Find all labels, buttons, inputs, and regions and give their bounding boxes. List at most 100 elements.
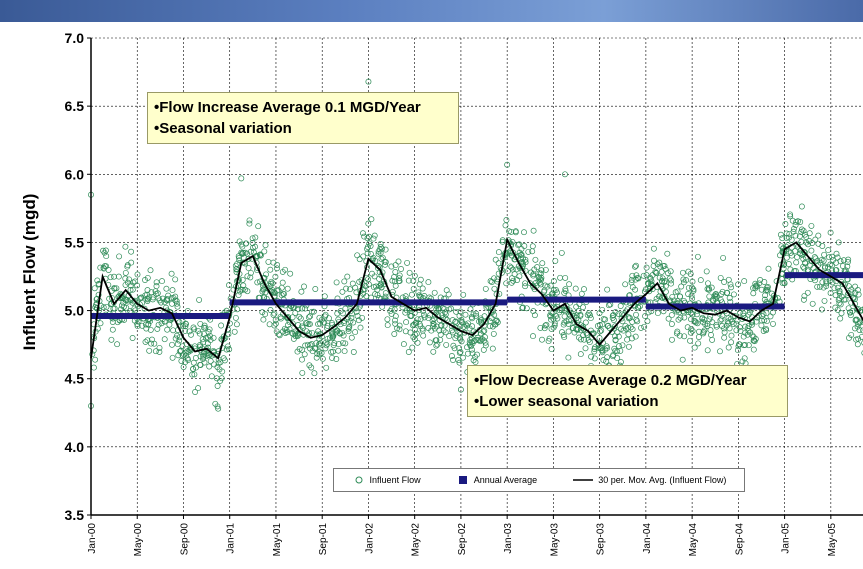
scatter-point (836, 287, 843, 294)
scatter-point (322, 345, 329, 352)
scatter-point (788, 236, 795, 243)
scatter-point (392, 269, 399, 275)
scatter-point (458, 318, 465, 325)
scatter-point (712, 295, 719, 302)
scatter-point (210, 334, 217, 341)
scatter-point (587, 315, 594, 322)
scatter-point (756, 280, 763, 287)
scatter-point (841, 296, 848, 303)
scatter-point (470, 311, 477, 318)
scatter-point (591, 355, 598, 362)
x-tick-label: Sep-04 (734, 523, 745, 556)
scatter-point (548, 316, 554, 323)
scatter-point (238, 249, 245, 256)
scatter-point (635, 275, 642, 282)
scatter-point (150, 294, 157, 301)
legend-item-moving: 30 per. Mov. Avg. (Influent Flow) (572, 475, 726, 485)
scatter-point (144, 298, 151, 304)
scatter-point (509, 266, 516, 273)
scatter-point (240, 282, 247, 289)
scatter-point (523, 305, 530, 312)
scatter-point (832, 292, 839, 299)
scatter-point (804, 289, 811, 296)
scatter-point (701, 327, 708, 334)
scatter-point (806, 238, 813, 244)
scatter-point (815, 232, 822, 239)
scatter-point (473, 310, 480, 317)
scatter-point (252, 234, 259, 241)
scatter-point (735, 343, 742, 350)
scatter-point (551, 322, 558, 329)
scatter-point (164, 326, 171, 333)
scatter-point (196, 296, 203, 303)
scatter-point (458, 338, 465, 345)
scatter-point (398, 266, 404, 272)
scatter-point (178, 358, 185, 364)
scatter-point (860, 327, 863, 334)
scatter-point (232, 262, 239, 269)
scatter-point (728, 332, 735, 339)
scatter-point (627, 324, 634, 331)
scatter-point (717, 348, 723, 355)
scatter-point (518, 251, 525, 258)
scatter-point (542, 266, 549, 273)
scatter-point (347, 286, 353, 293)
scatter-point (709, 319, 716, 326)
scatter-point (765, 265, 772, 272)
scatter-point (316, 314, 323, 321)
scatter-point (296, 346, 303, 352)
scatter-point (312, 286, 319, 292)
scatter-point (335, 347, 342, 354)
scatter-point (535, 274, 542, 281)
scatter-point (538, 274, 545, 281)
scatter-point (846, 283, 852, 290)
scatter-point (661, 279, 668, 286)
scatter-point (190, 359, 197, 366)
x-tick-label: Sep-00 (179, 523, 190, 556)
scatter-point (532, 256, 539, 263)
scatter-point (704, 322, 711, 329)
scatter-point (147, 267, 154, 274)
scatter-point (531, 312, 538, 319)
scatter-point (299, 356, 305, 363)
scatter-point (703, 268, 710, 275)
scatter-point (331, 340, 338, 347)
scatter-point (185, 357, 192, 363)
scatter-point (790, 226, 797, 232)
scatter-point (382, 259, 389, 266)
scatter-point (648, 278, 655, 285)
scatter-point (252, 243, 258, 250)
scatter-point (860, 319, 863, 325)
scatter-point (462, 311, 469, 318)
scatter-point (588, 353, 595, 360)
scatter-point (402, 328, 409, 335)
scatter-point (199, 336, 206, 343)
scatter-point (562, 287, 569, 294)
scatter-point (416, 281, 423, 288)
scatter-point (323, 324, 330, 331)
scatter-point (725, 344, 732, 351)
scatter-point (156, 344, 163, 351)
scatter-point (645, 280, 651, 287)
scatter-point (819, 243, 826, 249)
scatter-point (550, 315, 557, 322)
scatter-point (457, 386, 464, 393)
scatter-point (365, 78, 372, 85)
scatter-point (647, 280, 654, 287)
scatter-point (735, 281, 742, 288)
scatter-point (648, 281, 655, 288)
scatter-point (612, 323, 618, 330)
scatter-point (793, 259, 800, 266)
scatter-point (126, 276, 133, 283)
scatter-point (819, 279, 826, 286)
scatter-point (192, 389, 199, 395)
scatter-point (453, 308, 460, 315)
scatter-point (499, 237, 506, 244)
scatter-point (558, 249, 565, 256)
scatter-point (144, 274, 151, 281)
scatter-point (173, 298, 180, 304)
scatter-point (438, 322, 445, 329)
scatter-point (752, 285, 759, 292)
scatter-point (448, 353, 455, 359)
scatter-point (651, 257, 657, 264)
